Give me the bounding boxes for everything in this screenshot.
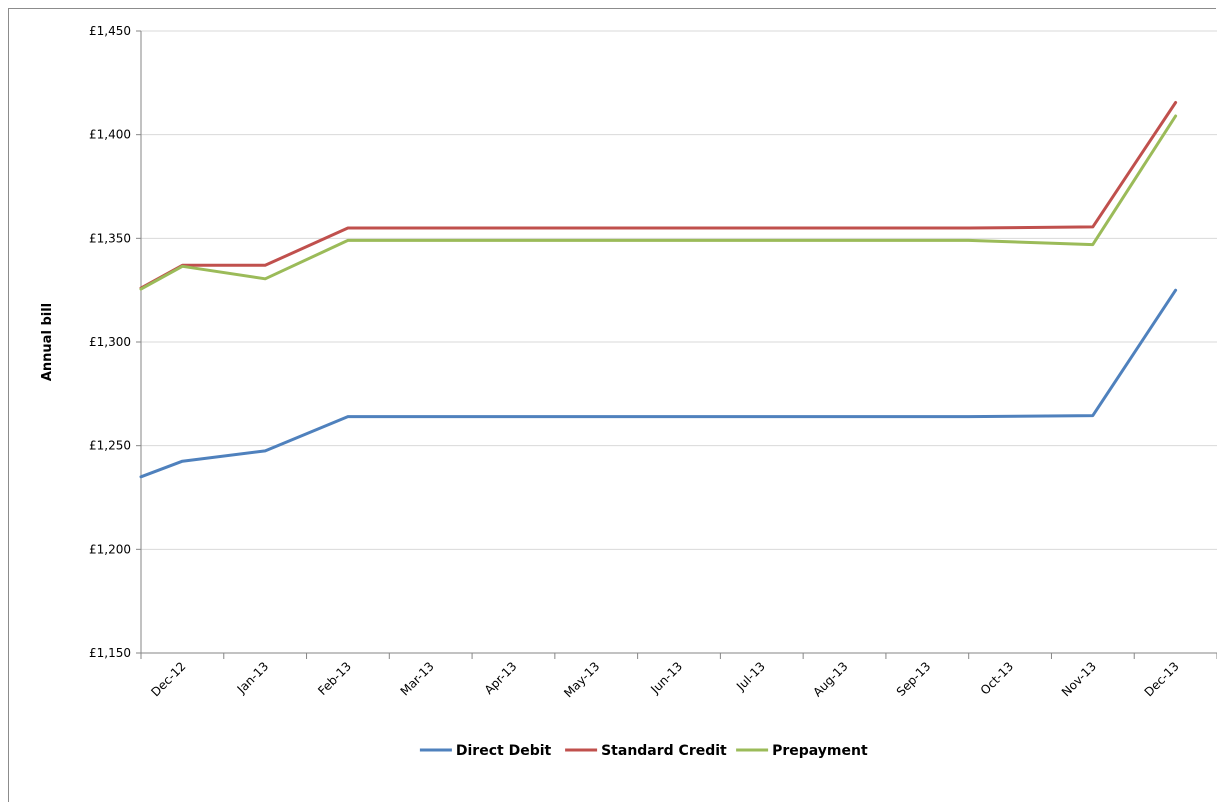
x-tick-label: May-13 xyxy=(561,659,602,700)
series-line-standard-credit xyxy=(139,101,1178,290)
x-tick-label: Dec-13 xyxy=(1142,659,1182,699)
y-tick-labels: £1,150 £1,200 £1,250 £1,300 £1,350 £1,400 £1,4… xyxy=(89,24,131,660)
x-tick-label: Sep-13 xyxy=(894,659,934,699)
series-line-direct-debit xyxy=(139,288,1178,479)
x-tick-label: Feb-13 xyxy=(315,659,354,698)
x-tick-label: Aug-13 xyxy=(810,659,850,699)
legend-label-direct-debit: Direct Debit xyxy=(456,743,552,759)
x-tick-label: Oct-13 xyxy=(978,659,1016,697)
line-chart: £1,150 £1,200 £1,250 £1,300 £1,350 £1,400 £1,4… xyxy=(40,24,1217,759)
x-tick-label: Jun-13 xyxy=(647,659,685,697)
x-tick-label: Apr-13 xyxy=(482,659,520,697)
x-tick-label: Dec-12 xyxy=(148,659,188,699)
series-lines xyxy=(139,101,1178,479)
x-tick-labels: Dec-12 Jan-13 Feb-13 Mar-13 Apr-13 May-13 Jun-… xyxy=(148,659,1181,700)
legend: Direct Debit Standard Credit Prepayment xyxy=(419,743,868,759)
y-tick-label: £1,150 xyxy=(89,646,131,660)
gridlines xyxy=(141,30,1217,550)
legend-label-standard-credit: Standard Credit xyxy=(601,743,727,759)
y-tick-label: £1,350 xyxy=(89,231,131,245)
x-tick-label: Jul-13 xyxy=(733,659,768,694)
axes xyxy=(136,30,1217,659)
chart-frame: £1,150 £1,200 £1,250 £1,300 £1,350 £1,400 £1,4… xyxy=(8,8,1217,802)
y-tick-label: £1,400 xyxy=(89,128,131,142)
legend-label-prepayment: Prepayment xyxy=(772,743,868,759)
x-tick-label: Nov-13 xyxy=(1059,659,1099,699)
y-tick-label: £1,300 xyxy=(89,335,131,349)
x-tick-label: Mar-13 xyxy=(398,659,437,698)
x-tick-label: Jan-13 xyxy=(234,659,272,697)
y-tick-label: £1,250 xyxy=(89,439,131,453)
series-line-prepayment xyxy=(139,114,1178,291)
y-tick-label: £1,200 xyxy=(89,542,131,556)
y-tick-label: £1,450 xyxy=(89,24,131,38)
y-axis-title: Annual bill xyxy=(40,303,55,381)
